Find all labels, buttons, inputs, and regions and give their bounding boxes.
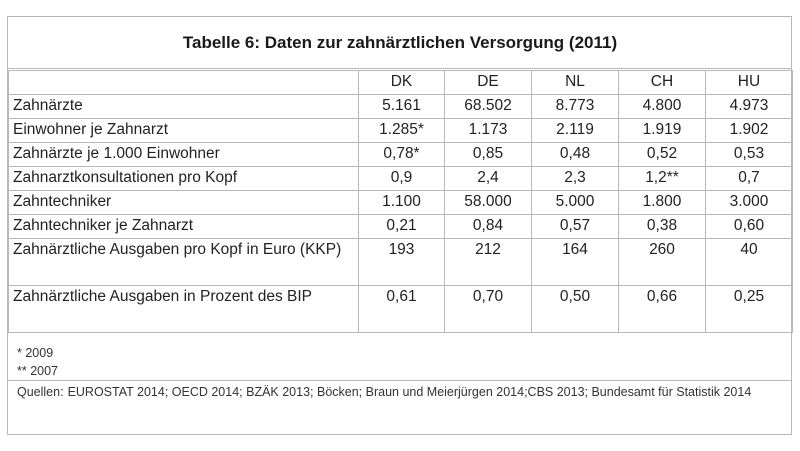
- column-header-nl: NL: [531, 70, 619, 95]
- table-row: Zahnärztliche Ausgaben in Prozent des BI…: [8, 285, 793, 333]
- table-cell: 1.919: [618, 118, 706, 143]
- table-cell: 1.902: [705, 118, 793, 143]
- table-cell: 3.000: [705, 190, 793, 215]
- table-cell: 0,9: [358, 166, 445, 191]
- table-cell: 0,50: [531, 285, 619, 333]
- column-header-hu: HU: [705, 70, 793, 95]
- table-cell: 0,25: [705, 285, 793, 333]
- table-cell: 0,78*: [358, 142, 445, 167]
- footnote-2007: ** 2007: [17, 364, 59, 378]
- table-row: Zahnärzte je 1.000 Einwohner 0,78* 0,85 …: [8, 142, 793, 167]
- table-title: Tabelle 6: Daten zur zahnärztlichen Vers…: [8, 17, 792, 69]
- table-row: Zahnärztliche Ausgaben pro Kopf in Euro …: [8, 238, 793, 286]
- table-cell: 0,60: [705, 214, 793, 239]
- table-cell: 0,66: [618, 285, 706, 333]
- table-cell: 193: [358, 238, 445, 286]
- table-cell: 0,48: [531, 142, 619, 167]
- table-cell: 1.285*: [358, 118, 445, 143]
- row-label: Zahnärztliche Ausgaben pro Kopf in Euro …: [8, 238, 359, 286]
- table-cell: 5.000: [531, 190, 619, 215]
- table-cell: 0,38: [618, 214, 706, 239]
- table-cell: 40: [705, 238, 793, 286]
- table-row: Zahnarztkonsultationen pro Kopf 0,9 2,4 …: [8, 166, 793, 191]
- table-row: Zahntechniker 1.100 58.000 5.000 1.800 3…: [8, 190, 793, 215]
- table-cell: 2,3: [531, 166, 619, 191]
- sources-text: EUROSTAT 2014; OECD 2014; BZÄK 2013; Böc…: [67, 385, 752, 399]
- table-cell: 1.173: [444, 118, 532, 143]
- table-cell: 2,4: [444, 166, 532, 191]
- table-cell: 0,52: [618, 142, 706, 167]
- table-cell: 0,70: [444, 285, 532, 333]
- sources-note: Quellen: EUROSTAT 2014; OECD 2014; BZÄK …: [8, 380, 792, 430]
- table-cell: 0,7: [705, 166, 793, 191]
- header-empty-cell: [8, 70, 359, 95]
- row-label: Zahnärztliche Ausgaben in Prozent des BI…: [8, 285, 359, 333]
- table-cell: 68.502: [444, 94, 532, 119]
- table-row: Einwohner je Zahnarzt 1.285* 1.173 2.119…: [8, 118, 793, 143]
- table-cell: 5.161: [358, 94, 445, 119]
- row-label: Zahnarztkonsultationen pro Kopf: [8, 166, 359, 191]
- column-header-de: DE: [444, 70, 532, 95]
- table-cell: 2.119: [531, 118, 619, 143]
- table-cell: 1.100: [358, 190, 445, 215]
- table-row: Zahnärzte 5.161 68.502 8.773 4.800 4.973: [8, 94, 793, 119]
- column-header-dk: DK: [358, 70, 445, 95]
- table-cell: 8.773: [531, 94, 619, 119]
- table-cell: 0,21: [358, 214, 445, 239]
- table-cell: 1.800: [618, 190, 706, 215]
- table-cell: 260: [618, 238, 706, 286]
- data-table: DK DE NL CH HU Zahnärzte 5.161 68.502 8.…: [8, 70, 793, 333]
- table-cell: 0,84: [444, 214, 532, 239]
- row-label: Einwohner je Zahnarzt: [8, 118, 359, 143]
- row-label: Zahnärzte je 1.000 Einwohner: [8, 142, 359, 167]
- column-header-ch: CH: [618, 70, 706, 95]
- sources-label: Quellen:: [17, 385, 64, 399]
- row-label: Zahntechniker: [8, 190, 359, 215]
- table-cell: 212: [444, 238, 532, 286]
- table-cell: 58.000: [444, 190, 532, 215]
- table-cell: 0,85: [444, 142, 532, 167]
- table-cell: 164: [531, 238, 619, 286]
- table-cell: 1,2**: [618, 166, 706, 191]
- table-row: Zahntechniker je Zahnarzt 0,21 0,84 0,57…: [8, 214, 793, 239]
- footnote-2009: * 2009: [17, 346, 54, 360]
- row-label: Zahnärzte: [8, 94, 359, 119]
- table-cell: 0,53: [705, 142, 793, 167]
- row-label: Zahntechniker je Zahnarzt: [8, 214, 359, 239]
- table-notes: * 2009 ** 2007 Quellen: EUROSTAT 2014; O…: [8, 344, 792, 430]
- table-cell: 0,57: [531, 214, 619, 239]
- header-row: DK DE NL CH HU: [8, 70, 793, 95]
- table-cell: 0,61: [358, 285, 445, 333]
- table-cell: 4.800: [618, 94, 706, 119]
- table-cell: 4.973: [705, 94, 793, 119]
